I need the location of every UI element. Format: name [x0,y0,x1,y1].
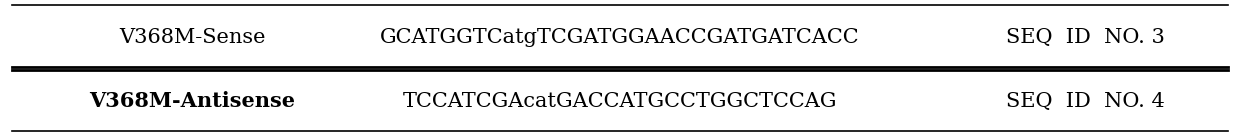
Text: SEQ  ID  NO. 4: SEQ ID NO. 4 [1006,92,1164,111]
Text: TCCATCGAcatGACCATGCCTGGCTCCAG: TCCATCGAcatGACCATGCCTGGCTCCAG [403,92,837,111]
Text: V368M-Sense: V368M-Sense [119,28,265,47]
Text: SEQ  ID  NO. 3: SEQ ID NO. 3 [1006,28,1164,47]
Text: GCATGGTCatgTCGATGGAACCGATGATCACC: GCATGGTCatgTCGATGGAACCGATGATCACC [381,28,859,47]
Text: V368M-Antisense: V368M-Antisense [89,91,295,111]
